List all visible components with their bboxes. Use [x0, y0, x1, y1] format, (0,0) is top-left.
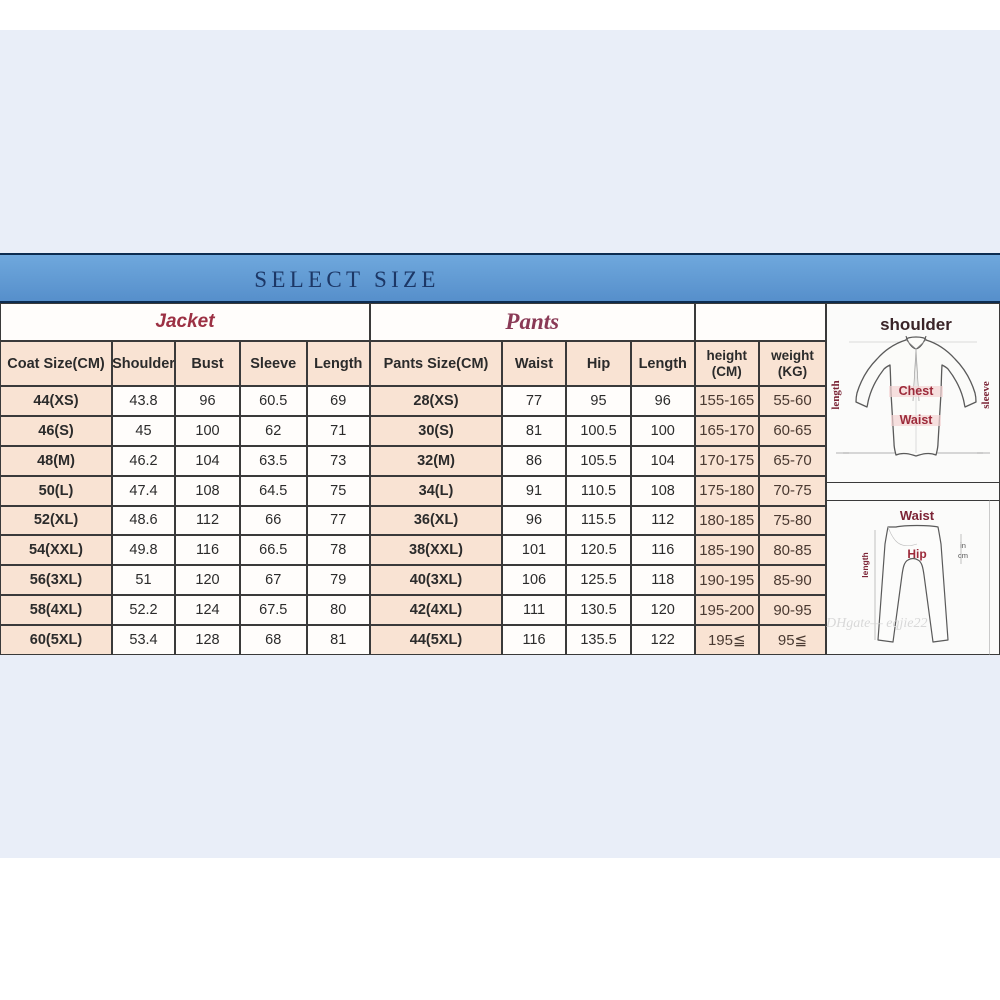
svg-text:cm: cm — [958, 551, 968, 560]
svg-text:Hip: Hip — [907, 547, 926, 561]
svg-text:length: length — [860, 552, 870, 578]
svg-text:Waist: Waist — [900, 413, 934, 427]
svg-text:Waist: Waist — [900, 508, 935, 523]
svg-text:Chest: Chest — [899, 384, 935, 398]
svg-text:sleeve: sleeve — [980, 381, 992, 409]
svg-text:length: length — [830, 380, 842, 409]
svg-text:shoulder: shoulder — [880, 315, 952, 334]
